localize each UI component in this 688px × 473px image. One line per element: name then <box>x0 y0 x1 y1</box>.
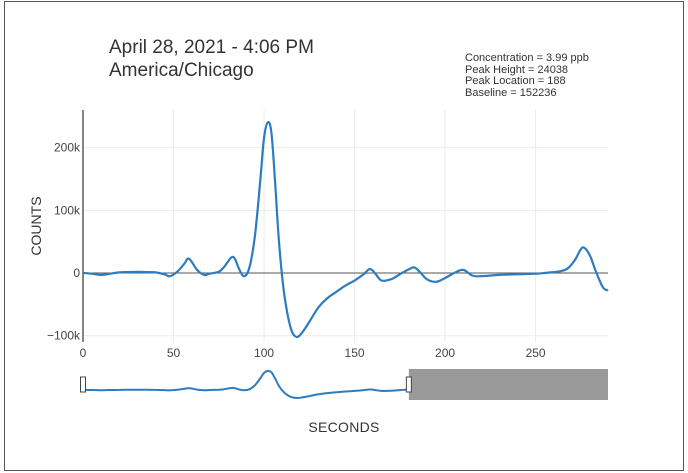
y-axis-title: COUNTS <box>28 196 44 255</box>
series-line[interactable] <box>82 120 609 339</box>
grid <box>83 110 608 342</box>
tick-labels: 0 50 100 150 200 250 −100k 0 100k 200k <box>47 141 546 360</box>
axes <box>82 110 608 342</box>
x-tick-label: 150 <box>345 346 365 360</box>
stat-peak-height: Peak Height = 24038 <box>465 63 569 76</box>
stat-concentration: Concentration = 3.99 ppb <box>465 52 589 64</box>
plot-area[interactable] <box>82 120 609 339</box>
stat-peak-location: Peak Location = 188 <box>465 75 566 87</box>
x-tick-label: 250 <box>526 346 546 360</box>
chart-title-date: April 28, 2021 - 4:06 PM <box>109 37 314 58</box>
range-slider-series <box>82 369 409 400</box>
range-slider-mask <box>408 369 608 400</box>
chart-title: April 28, 2021 - 4:06 PM America/Chicago <box>109 36 314 82</box>
y-tick-label: 100k <box>54 203 81 217</box>
y-tick-label: 200k <box>54 141 81 155</box>
y-tick-label: 0 <box>73 266 80 280</box>
stat-baseline: Baseline = 152236 <box>465 86 557 99</box>
x-tick-label: 0 <box>80 346 87 360</box>
range-slider-left-handle[interactable] <box>80 376 86 393</box>
x-tick-label: 200 <box>435 346 455 360</box>
x-axis-title: SECONDS <box>308 419 380 435</box>
y-tick-label: −100k <box>47 329 81 343</box>
x-tick-label: 50 <box>167 346 181 360</box>
range-slider[interactable] <box>80 369 609 400</box>
x-tick-label: 100 <box>254 346 274 360</box>
chart-title-timezone: America/Chicago <box>109 60 254 81</box>
stats-panel: Concentration = 3.99 ppb Peak Height = 2… <box>465 52 589 99</box>
range-slider-right-handle[interactable] <box>405 376 412 393</box>
